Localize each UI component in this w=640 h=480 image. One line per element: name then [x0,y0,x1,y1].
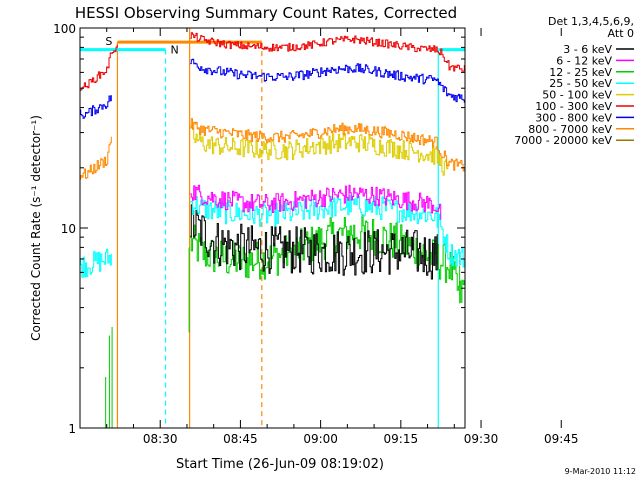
legend-label: 3 - 6 keV [563,43,612,56]
x-tick-label: 09:15 [384,432,419,446]
x-axis-label: Start Time (26-Jun-09 08:19:02) [176,457,384,472]
annotation-saa: S [105,35,112,48]
series-line-orange [190,118,465,172]
x-axis: 08:30 08:45 09:00 09:15 09:30 09:45 [79,28,579,446]
legend-label: 800 - 7000 keV [528,123,612,136]
legend-header-line-1: Det 1,3,4,5,6,9, [548,15,634,28]
y-tick-label: 10 [61,222,76,236]
series-line-cyan [80,248,112,278]
x-tick-label: 08:30 [143,432,178,446]
chart-title: HESSI Observing Summary Count Rates, Cor… [75,4,457,22]
legend-label: 12 - 25 keV [549,66,612,79]
series-line-blue [80,95,112,120]
series-line-yellow [190,125,450,176]
series-line-blue [190,58,465,103]
footer-date: 9-Mar-2010 11:12 [565,467,636,476]
series-line-red [80,44,118,91]
legend-label: 50 - 100 keV [542,89,612,102]
y-axis-label: Corrected Count Rate (s⁻¹ detector⁻¹) [29,115,43,341]
series-line-magenta [190,184,442,220]
legend-label: 100 - 300 keV [535,100,612,113]
x-tick-label: 09:45 [544,432,579,446]
x-tick-label: 09:30 [464,432,499,446]
y-axis: 1 10 100 [53,22,465,436]
legend-label: 25 - 50 keV [549,77,612,90]
x-tick-label: 09:00 [303,432,338,446]
x-tick-label: 08:45 [223,432,258,446]
series-line-black [190,204,438,280]
legend-label: 6 - 12 keV [556,54,612,67]
legend-label: 7000 - 20000 keV [514,134,612,147]
series-line-red [190,32,465,72]
plot-area: SN [80,28,465,428]
legend-header-line-2: Att 0 [608,27,634,40]
annotation-night: N [171,44,179,57]
series-line-cyan [190,193,465,268]
legend-label: 300 - 800 keV [535,111,612,124]
y-tick-label: 100 [53,22,76,36]
series-line-orange [80,136,112,180]
y-tick-label: 1 [68,422,76,436]
